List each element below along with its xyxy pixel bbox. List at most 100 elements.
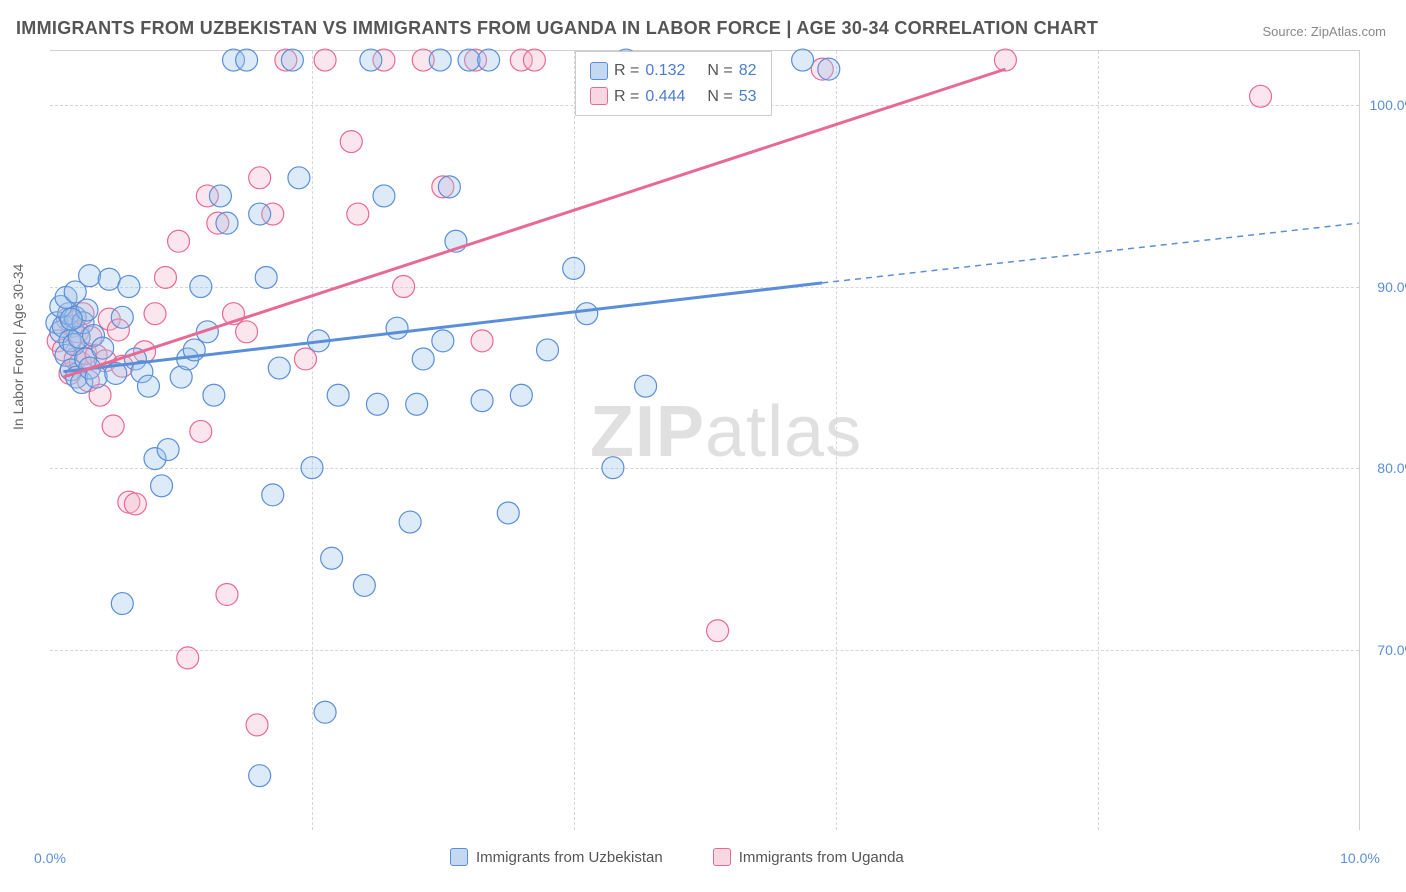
scatter-point	[327, 384, 349, 406]
scatter-point	[255, 266, 277, 288]
y-tick-label: 100.0%	[1370, 97, 1406, 113]
scatter-point	[471, 390, 493, 412]
scatter-point	[151, 475, 173, 497]
swatch-blue	[590, 62, 608, 80]
scatter-point	[1250, 85, 1272, 107]
legend-item-uganda: Immigrants from Uganda	[713, 848, 904, 866]
scatter-point	[994, 49, 1016, 71]
scatter-point	[102, 415, 124, 437]
x-tick-label: 0.0%	[34, 850, 66, 866]
scatter-point	[236, 49, 258, 71]
legend-correlation: R = 0.132 N = 82 R = 0.444 N = 53	[575, 51, 772, 116]
swatch-pink	[590, 87, 608, 105]
y-tick-label: 80.0%	[1377, 460, 1406, 476]
n-value-uz: 82	[739, 58, 757, 84]
scatter-point	[98, 268, 120, 290]
scatter-point	[236, 321, 258, 343]
scatter-point	[124, 493, 146, 515]
y-tick-label: 90.0%	[1377, 279, 1406, 295]
scatter-point	[111, 593, 133, 615]
legend-label-ug: Immigrants from Uganda	[739, 849, 904, 866]
scatter-point	[294, 348, 316, 370]
r-label: R =	[614, 58, 639, 84]
scatter-point	[177, 647, 199, 669]
source-attribution: Source: ZipAtlas.com	[1262, 24, 1386, 39]
scatter-point	[523, 49, 545, 71]
legend-row-uzbekistan: R = 0.132 N = 82	[590, 58, 757, 84]
scatter-point	[144, 303, 166, 325]
legend-label-uz: Immigrants from Uzbekistan	[476, 849, 663, 866]
scatter-point	[373, 185, 395, 207]
scatter-point	[438, 176, 460, 198]
scatter-point	[79, 265, 101, 287]
scatter-point	[353, 574, 375, 596]
scatter-point	[510, 384, 532, 406]
scatter-point	[406, 393, 428, 415]
scatter-point	[190, 276, 212, 298]
scatter-point	[429, 49, 451, 71]
n-label-2: N =	[707, 84, 732, 110]
scatter-point	[154, 266, 176, 288]
scatter-point	[216, 584, 238, 606]
scatter-point	[393, 276, 415, 298]
scatter-point	[249, 203, 271, 225]
scatter-point	[246, 714, 268, 736]
n-label: N =	[707, 58, 732, 84]
scatter-point	[314, 701, 336, 723]
scatter-point	[209, 185, 231, 207]
scatter-point	[347, 203, 369, 225]
scatter-point	[635, 375, 657, 397]
swatch-pink-2	[713, 848, 731, 866]
scatter-point	[111, 306, 133, 328]
n-value-ug: 53	[739, 84, 757, 110]
r-value-ug: 0.444	[645, 84, 685, 110]
regression-line-ug	[63, 69, 1005, 377]
regression-line-uz	[63, 283, 822, 372]
scatter-point	[340, 131, 362, 153]
scatter-point	[190, 420, 212, 442]
scatter-point	[157, 439, 179, 461]
chart-container: IMMIGRANTS FROM UZBEKISTAN VS IMMIGRANTS…	[0, 0, 1406, 892]
scatter-point	[203, 384, 225, 406]
scatter-point	[386, 317, 408, 339]
scatter-point	[288, 167, 310, 189]
scatter-point	[602, 457, 624, 479]
chart-title: IMMIGRANTS FROM UZBEKISTAN VS IMMIGRANTS…	[16, 18, 1098, 39]
scatter-point	[216, 212, 238, 234]
scatter-point	[137, 375, 159, 397]
scatter-point	[168, 230, 190, 252]
scatter-point	[249, 765, 271, 787]
scatter-point	[366, 393, 388, 415]
x-tick-label: 10.0%	[1340, 850, 1380, 866]
scatter-point	[118, 276, 140, 298]
scatter-point	[249, 167, 271, 189]
legend-item-uzbekistan: Immigrants from Uzbekistan	[450, 848, 663, 866]
scatter-point	[399, 511, 421, 533]
scatter-point	[268, 357, 290, 379]
scatter-point	[471, 330, 493, 352]
regression-dash-uz	[822, 223, 1358, 283]
legend-series: Immigrants from Uzbekistan Immigrants fr…	[450, 848, 904, 866]
scatter-point	[281, 49, 303, 71]
scatter-point	[563, 257, 585, 279]
scatter-point	[497, 502, 519, 524]
y-tick-label: 70.0%	[1377, 642, 1406, 658]
scatter-point	[92, 337, 114, 359]
scatter-point	[360, 49, 382, 71]
scatter-point	[262, 484, 284, 506]
legend-row-uganda: R = 0.444 N = 53	[590, 84, 757, 110]
y-axis-label: In Labor Force | Age 30-34	[10, 264, 26, 430]
swatch-blue-2	[450, 848, 468, 866]
scatter-point	[478, 49, 500, 71]
plot-area: ZIPatlas 70.0%80.0%90.0%100.0%0.0%10.0% …	[50, 50, 1360, 830]
scatter-point	[818, 58, 840, 80]
r-value-uz: 0.132	[645, 58, 685, 84]
scatter-point	[321, 547, 343, 569]
scatter-point	[458, 49, 480, 71]
scatter-point	[707, 620, 729, 642]
scatter-point	[314, 49, 336, 71]
plot-svg	[50, 51, 1359, 830]
scatter-point	[792, 49, 814, 71]
scatter-point	[576, 303, 598, 325]
scatter-point	[60, 308, 82, 330]
